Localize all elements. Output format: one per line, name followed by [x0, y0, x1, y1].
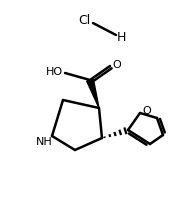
Text: O: O — [113, 60, 121, 70]
Text: NH: NH — [36, 137, 52, 147]
Text: Cl: Cl — [78, 13, 90, 27]
Polygon shape — [87, 79, 99, 108]
Text: HO: HO — [45, 67, 63, 77]
Text: O: O — [143, 106, 151, 116]
Text: H: H — [116, 30, 126, 44]
